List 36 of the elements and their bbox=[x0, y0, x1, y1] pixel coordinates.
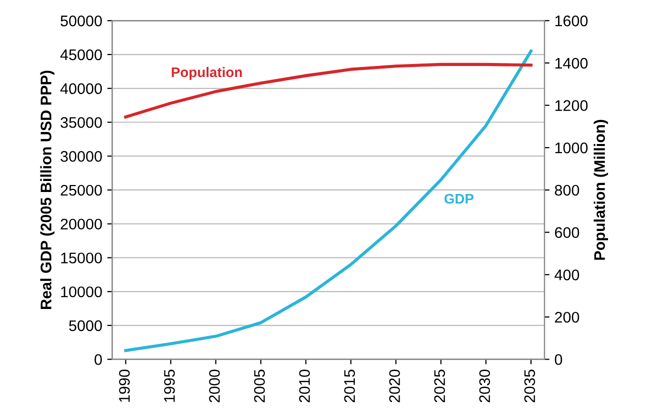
y2-axis-title: Population (Million) bbox=[594, 120, 608, 260]
y2-tick-label: 800 bbox=[554, 184, 580, 196]
y-tick-label: 15000 bbox=[61, 252, 102, 264]
x-tick-label: 1995 bbox=[164, 370, 175, 402]
y-tick-label: 35000 bbox=[60, 117, 102, 128]
x-tick-label: 2030 bbox=[479, 370, 490, 402]
y-tick-label: 25000 bbox=[60, 184, 102, 196]
x-tick-label: 2005 bbox=[254, 370, 265, 402]
series-label: Population bbox=[172, 66, 242, 80]
x-tick-label: 1990 bbox=[118, 370, 130, 402]
line-series bbox=[124, 62, 533, 118]
y2-tick-label: 1200 bbox=[555, 100, 588, 111]
series-label: GDP bbox=[444, 194, 474, 204]
y-tick-label: 10000 bbox=[61, 286, 102, 298]
y2-tick-label: 400 bbox=[554, 270, 580, 280]
y-tick-label: 20000 bbox=[60, 218, 102, 230]
y-tick-label: 45000 bbox=[60, 49, 102, 60]
y2-tick-label: 1600 bbox=[555, 16, 588, 26]
x-tick-label: 2010 bbox=[299, 370, 310, 402]
y2-tick-label: 600 bbox=[555, 227, 580, 238]
y-tick-label: 40000 bbox=[60, 83, 102, 94]
y-tick-label: 5000 bbox=[69, 320, 102, 332]
x-tick-label: 2035 bbox=[524, 370, 536, 402]
x-tick-label: 2000 bbox=[209, 370, 220, 402]
x-tick-label: 2025 bbox=[434, 370, 446, 402]
y2-tick-label: 1000 bbox=[555, 142, 588, 154]
y2-tick-label: 0 bbox=[554, 354, 562, 365]
y-axis-title: Real GDP (2005 Billion USD PPP) bbox=[40, 70, 54, 309]
y-tick-label: 30000 bbox=[60, 150, 102, 162]
y2-tick-label: 200 bbox=[554, 312, 580, 323]
y-tick-label: 50000 bbox=[60, 16, 102, 26]
y-tick-label: 0 bbox=[94, 354, 102, 365]
line-series bbox=[124, 50, 533, 352]
x-tick-label: 2015 bbox=[344, 370, 355, 402]
x-tick-label: 2020 bbox=[389, 370, 400, 402]
y2-tick-label: 1400 bbox=[555, 58, 588, 69]
